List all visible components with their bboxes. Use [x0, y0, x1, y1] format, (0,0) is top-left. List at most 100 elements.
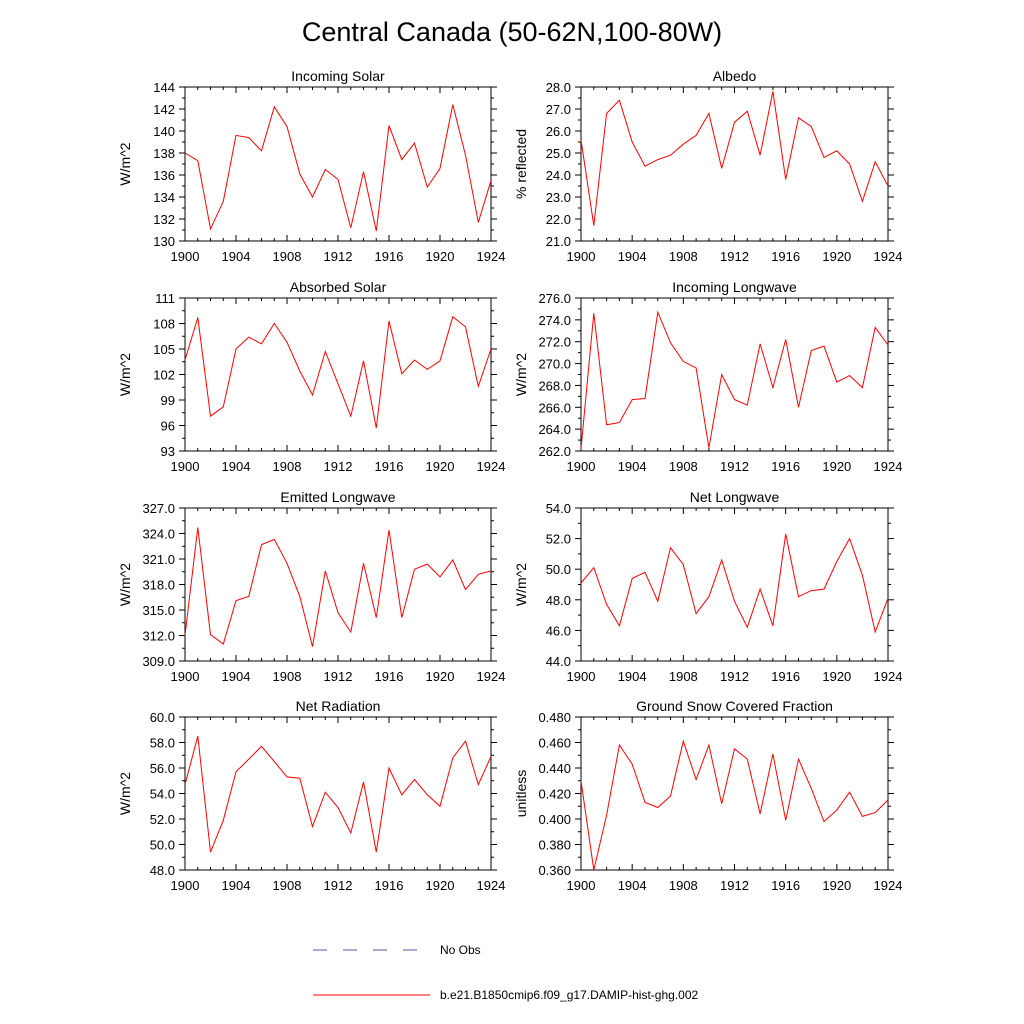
y-tick-label: 272.0: [538, 335, 571, 350]
y-tick-label: 25.0: [546, 146, 571, 161]
plot-frame: [580, 507, 889, 662]
plot-frame: [580, 716, 889, 871]
x-tick-label: 1916: [375, 459, 404, 474]
legend-label-model: b.e21.B1850cmip6.f09_g17.DAMIP-hist-ghg.…: [440, 988, 698, 1002]
x-tick-label: 1912: [720, 459, 749, 474]
y-axis-label: W/m^2: [513, 353, 529, 396]
x-tick-label: 1904: [222, 459, 251, 474]
x-tick-label: 1924: [874, 669, 903, 684]
y-tick-label: 21.0: [546, 234, 571, 249]
panel-title: Net Radiation: [296, 698, 381, 714]
y-tick-label: 327.0: [142, 501, 175, 516]
y-tick-label: 0.440: [538, 761, 571, 776]
x-tick-label: 1912: [720, 878, 749, 893]
y-tick-label: 138: [153, 146, 175, 161]
x-tick-label: 1900: [567, 669, 596, 684]
y-tick-label: 262.0: [538, 444, 571, 459]
x-tick-label: 1916: [771, 878, 800, 893]
y-tick-label: 0.400: [538, 812, 571, 827]
panels: Incoming Solar W/m^2 1900 1904 1908 1912 1916 1…: [117, 68, 902, 893]
x-tick-label: 1924: [874, 249, 903, 264]
y-tick-label: 108: [153, 317, 175, 332]
y-tick-label: 52.0: [546, 532, 571, 547]
y-tick-label: 276.0: [538, 291, 571, 306]
y-tick-label: 54.0: [546, 501, 571, 516]
panel-title: Albedo: [713, 68, 757, 84]
figure-title: Central Canada (50-62N,100-80W): [302, 17, 722, 47]
y-axis-label: % reflected: [513, 129, 529, 199]
y-axis-label: unitless: [513, 770, 529, 817]
panel-7: Net Radiation W/m^2 1900 1904 1908 1912 1916 19…: [117, 698, 505, 893]
legend-label-obs: No Obs: [440, 943, 481, 957]
panel-title: Emitted Longwave: [280, 489, 395, 505]
x-tick-label: 1916: [771, 669, 800, 684]
y-tick-label: 142: [153, 102, 175, 117]
y-tick-label: 111: [155, 291, 175, 306]
y-tick-label: 44.0: [546, 654, 571, 669]
x-tick-label: 1908: [273, 669, 302, 684]
x-tick-label: 1920: [822, 249, 851, 264]
y-tick-label: 27.0: [546, 102, 571, 117]
x-tick-label: 1924: [874, 878, 903, 893]
y-tick-label: 102: [153, 368, 175, 383]
x-tick-label: 1912: [324, 459, 353, 474]
plot-frame: [580, 86, 889, 242]
y-axis-label: W/m^2: [117, 563, 133, 606]
y-axis-label: W/m^2: [117, 353, 133, 396]
panel-title: Net Longwave: [690, 489, 780, 505]
x-tick-label: 1900: [171, 669, 200, 684]
x-tick-label: 1924: [477, 669, 506, 684]
x-tick-label: 1908: [669, 459, 698, 474]
y-tick-label: 315.0: [142, 603, 175, 618]
x-tick-label: 1924: [477, 878, 506, 893]
y-tick-label: 136: [153, 168, 175, 183]
x-tick-label: 1904: [618, 669, 647, 684]
x-tick-label: 1912: [324, 878, 353, 893]
panel-2: Albedo % reflected 1900 1904 1908 1912 1916 192…: [513, 68, 902, 264]
y-tick-label: 324.0: [142, 527, 175, 542]
x-tick-label: 1900: [171, 878, 200, 893]
y-tick-label: 48.0: [150, 863, 175, 878]
x-tick-label: 1912: [324, 669, 353, 684]
x-tick-label: 1908: [273, 249, 302, 264]
panel-1: Incoming Solar W/m^2 1900 1904 1908 1912 1916 1…: [117, 68, 505, 264]
x-tick-label: 1916: [375, 249, 404, 264]
y-tick-label: 60.0: [150, 710, 175, 725]
y-tick-label: 99: [161, 393, 175, 408]
y-tick-label: 96: [161, 419, 175, 434]
x-tick-label: 1900: [171, 249, 200, 264]
panel-title: Incoming Longwave: [672, 279, 797, 295]
y-tick-label: 318.0: [142, 578, 175, 593]
y-tick-label: 266.0: [538, 400, 571, 415]
x-tick-label: 1920: [426, 249, 455, 264]
x-tick-label: 1900: [171, 459, 200, 474]
series-line: [184, 315, 492, 429]
x-tick-label: 1920: [426, 878, 455, 893]
y-tick-label: 309.0: [142, 654, 175, 669]
x-tick-label: 1908: [669, 669, 698, 684]
plot-frame: [184, 716, 492, 871]
y-tick-label: 28.0: [546, 80, 571, 95]
series-line: [184, 527, 492, 647]
y-tick-label: 105: [153, 342, 175, 357]
y-tick-label: 52.0: [150, 812, 175, 827]
y-tick-label: 56.0: [150, 761, 175, 776]
x-tick-label: 1904: [222, 878, 251, 893]
x-tick-label: 1924: [874, 459, 903, 474]
panel-title: Incoming Solar: [291, 68, 385, 84]
y-tick-label: 268.0: [538, 378, 571, 393]
x-tick-label: 1900: [567, 249, 596, 264]
x-tick-label: 1904: [618, 878, 647, 893]
panel-title: Absorbed Solar: [290, 279, 387, 295]
x-tick-label: 1920: [822, 878, 851, 893]
plot-frame: [184, 507, 492, 662]
x-tick-label: 1900: [567, 459, 596, 474]
y-tick-label: 54.0: [150, 787, 175, 802]
y-tick-label: 130: [153, 234, 175, 249]
x-tick-label: 1900: [567, 878, 596, 893]
y-tick-label: 24.0: [546, 168, 571, 183]
y-tick-label: 264.0: [538, 422, 571, 437]
x-tick-label: 1916: [375, 878, 404, 893]
x-tick-label: 1904: [222, 249, 251, 264]
x-tick-label: 1912: [324, 249, 353, 264]
